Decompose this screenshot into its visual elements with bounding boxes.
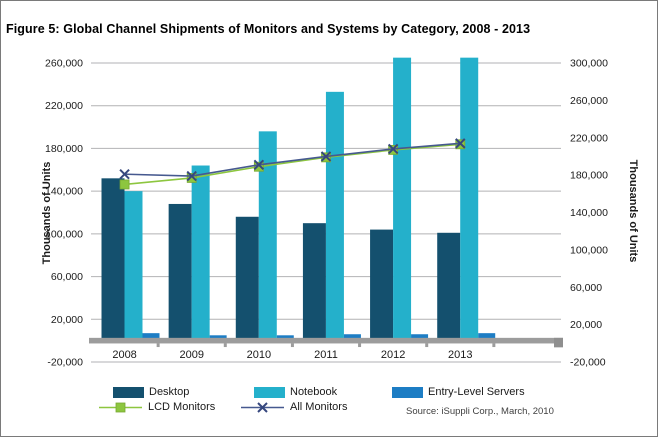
marker-all-monitors-2008 <box>119 168 130 180</box>
svg-text:-20,000: -20,000 <box>570 357 606 369</box>
legend-label-notebook: Notebook <box>290 386 338 398</box>
bar-desktop-2010 <box>235 216 259 341</box>
figure-title: Figure 5: Global Channel Shipments of Mo… <box>6 22 531 36</box>
svg-text:140,000: 140,000 <box>45 186 83 198</box>
svg-text:20,000: 20,000 <box>570 319 602 331</box>
legend-item-entry-level-servers: Entry-Level Servers <box>392 386 525 399</box>
bar-series-desktop <box>101 178 461 341</box>
plot-svg: -20,000 20,000 60,000 100,000 140,000 180,000… <box>45 57 608 369</box>
marker-lcd-monitors-2010 <box>253 161 264 172</box>
bar-series-notebook <box>124 57 479 341</box>
bar-desktop-2013 <box>437 232 461 341</box>
svg-text:220,000: 220,000 <box>45 100 83 112</box>
bar-desktop-2009 <box>168 203 192 341</box>
marker-lcd-monitors-2008 <box>119 179 130 190</box>
legend-swatch-lcd-monitors <box>99 402 142 413</box>
bar-desktop-2008 <box>101 178 125 341</box>
svg-text:20,000: 20,000 <box>51 314 83 326</box>
svg-text:2012: 2012 <box>381 349 405 361</box>
category-labels: 2008 2009 2010 2011 2012 2013 <box>112 349 472 361</box>
svg-text:60,000: 60,000 <box>51 271 83 283</box>
svg-text:60,000: 60,000 <box>570 282 602 294</box>
svg-text:100,000: 100,000 <box>570 244 608 256</box>
bar-notebook-2009 <box>191 165 210 341</box>
marker-all-monitors-2010 <box>253 159 265 171</box>
svg-text:260,000: 260,000 <box>45 58 83 70</box>
svg-text:260,000: 260,000 <box>570 95 608 107</box>
legend-label-entry-level-servers: Entry-Level Servers <box>428 386 525 398</box>
marker-all-monitors-2012 <box>387 143 399 155</box>
svg-text:300,000: 300,000 <box>570 58 608 70</box>
bar-notebook-2013 <box>460 57 479 341</box>
legend-swatch-entry-level-servers <box>392 387 423 398</box>
category-axis <box>89 337 563 348</box>
right-axis-tick-labels: -20,000 20,000 60,000 100,000 140,000 180,000… <box>570 58 608 369</box>
legend-swatch-notebook <box>254 387 285 398</box>
legend-item-desktop: Desktop <box>113 386 189 399</box>
svg-text:2009: 2009 <box>179 349 203 361</box>
svg-text:220,000: 220,000 <box>570 132 608 144</box>
bar-notebook-2008 <box>124 191 143 341</box>
marker-lcd-monitors-2009 <box>186 173 197 183</box>
svg-text:2008: 2008 <box>112 349 136 361</box>
legend-item-notebook: Notebook <box>254 386 337 399</box>
svg-text:2010: 2010 <box>247 349 271 361</box>
legend-item-lcd-monitors: LCD Monitors <box>98 401 215 414</box>
bar-entry-level-servers-2013 <box>478 333 496 341</box>
bar-notebook-2012 <box>393 57 412 341</box>
legend-label-lcd-monitors: LCD Monitors <box>148 401 216 413</box>
svg-text:-20,000: -20,000 <box>47 357 83 369</box>
svg-text:180,000: 180,000 <box>570 170 608 182</box>
line-series-all-monitors <box>119 138 466 182</box>
svg-text:140,000: 140,000 <box>570 207 608 219</box>
marker-all-monitors-2009 <box>186 170 197 182</box>
bar-notebook-2010 <box>258 131 277 341</box>
marker-all-monitors-2011 <box>320 151 332 162</box>
legend-item-all-monitors: All Monitors <box>240 401 347 414</box>
legend-label-desktop: Desktop <box>149 386 190 398</box>
bar-notebook-2011 <box>325 91 344 341</box>
source-note: Source: iSuppli Corp., March, 2010 <box>406 406 554 417</box>
legend-swatch-desktop <box>113 387 144 398</box>
bar-entry-level-servers-2012 <box>411 334 429 341</box>
marker-all-monitors-2013 <box>455 138 466 149</box>
svg-text:2013: 2013 <box>448 349 472 361</box>
bar-desktop-2012 <box>370 229 394 341</box>
bar-entry-level-servers-2011 <box>343 334 361 341</box>
svg-text:100,000: 100,000 <box>45 228 83 240</box>
left-axis-tick-labels: -20,000 20,000 60,000 100,000 140,000 180,000… <box>45 58 83 369</box>
svg-text:180,000: 180,000 <box>45 143 83 155</box>
legend-label-all-monitors: All Monitors <box>290 401 348 413</box>
bar-desktop-2011 <box>302 223 326 341</box>
svg-text:2011: 2011 <box>314 349 338 361</box>
bar-entry-level-servers-2008 <box>142 333 160 341</box>
legend-swatch-all-monitors <box>241 402 284 413</box>
